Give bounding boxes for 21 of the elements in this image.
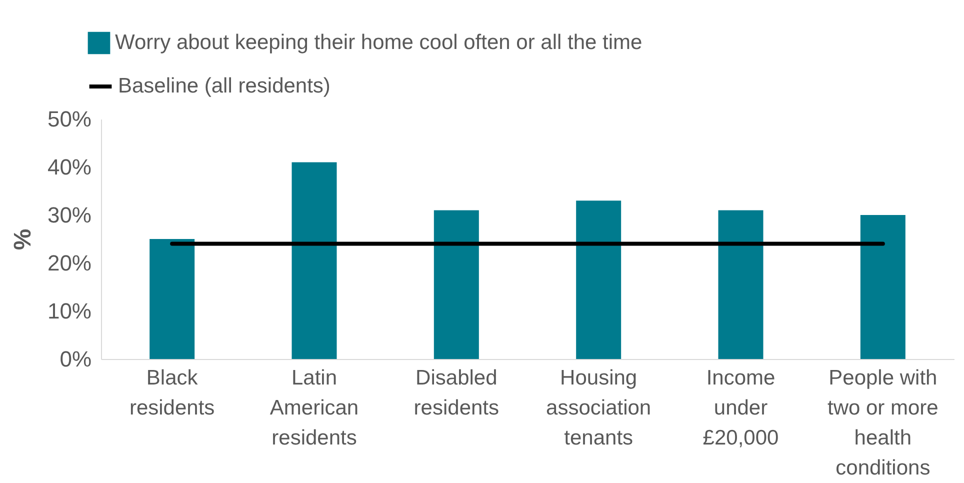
y-tick-label: 10% [47, 298, 92, 324]
x-tick-label: Disabled residents [414, 366, 500, 420]
x-tick-label: Housing association tenants [546, 366, 652, 450]
bar [860, 215, 906, 359]
y-tick-label: 40% [47, 154, 92, 180]
bar [718, 210, 764, 359]
legend-label: Baseline (all residents) [118, 74, 330, 98]
bar [150, 239, 195, 359]
y-tick-label: 50% [47, 106, 92, 132]
y-axis-title: % [9, 228, 36, 250]
bar [576, 200, 622, 359]
y-tick-label: 0% [60, 346, 92, 372]
legend-label: Worry about keeping their home cool often or all the time [115, 31, 642, 54]
x-tick-label: People with two or more health conditions [827, 366, 938, 480]
bar [292, 162, 337, 359]
x-tick-label: Black residents [129, 366, 215, 420]
y-tick-label: 30% [47, 202, 92, 228]
x-tick-label: Income under £20,000 [702, 366, 779, 450]
y-tick-label: 20% [47, 250, 92, 276]
x-tick-label: Latin American residents [270, 366, 359, 450]
bar [434, 210, 479, 359]
